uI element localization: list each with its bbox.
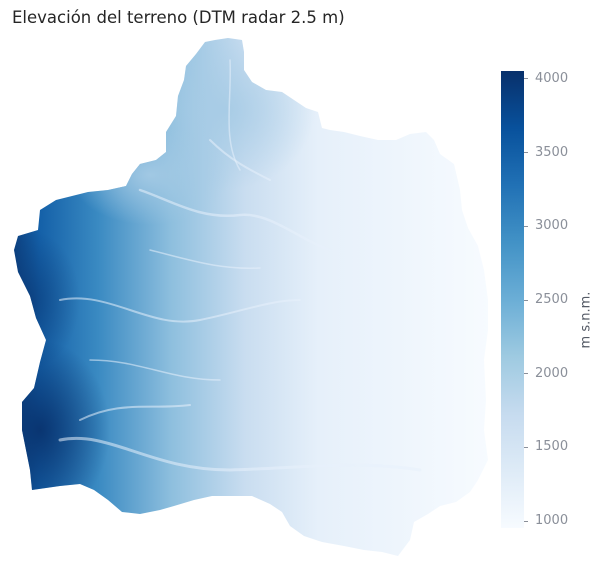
- colorbar-tick-label: 1500: [535, 439, 569, 455]
- colorbar-tick-label: 3500: [535, 144, 569, 160]
- colorbar-tick-mark: [524, 152, 528, 154]
- basin-elevation-raster: [14, 38, 488, 556]
- colorbar: [501, 71, 524, 528]
- colorbar-tick-mark: [524, 520, 528, 522]
- colorbar-tick-mark: [524, 373, 528, 375]
- colorbar-tick-mark: [524, 78, 528, 80]
- colorbar-label: m s.n.m.: [576, 292, 596, 349]
- colorbar-label-text: m s.n.m.: [578, 291, 594, 349]
- colorbar-tick-label: 3000: [535, 218, 569, 234]
- colorbar-tick-mark: [524, 225, 528, 227]
- colorbar-tick-label: 1000: [535, 513, 569, 529]
- elevation-map: [14, 38, 488, 556]
- colorbar-tick-mark: [524, 299, 528, 301]
- colorbar-tick-label: 2500: [535, 292, 569, 307]
- colorbar-tick-label: 4000: [535, 70, 569, 86]
- colorbar-tick-mark: [524, 446, 528, 448]
- colorbar-tick-label: 2000: [535, 365, 569, 381]
- map-title: Elevación del terreno (DTM radar 2.5 m): [12, 8, 345, 27]
